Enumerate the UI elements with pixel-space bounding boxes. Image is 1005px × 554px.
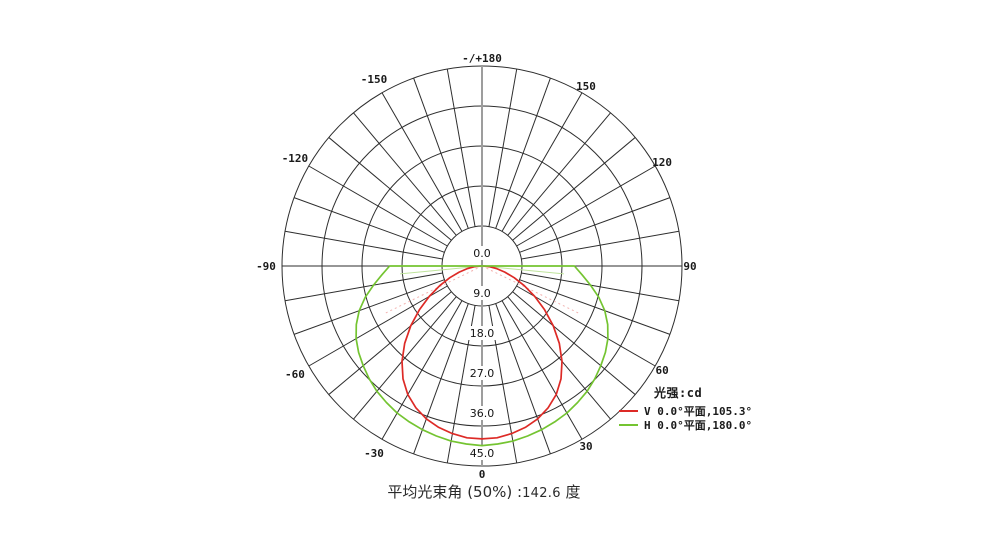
h-half-intensity-marker: [481, 265, 564, 275]
radial-tick-label: 45.0: [470, 447, 495, 460]
grid-spoke: [507, 112, 611, 236]
grid-spoke: [516, 165, 656, 247]
angle-tick-label: -/+180: [462, 52, 502, 65]
radial-label-bg: [466, 366, 498, 380]
legend-label-h: H 0.0°平面,180.0°: [644, 419, 753, 432]
grid-spoke: [284, 230, 443, 260]
v-half-intensity-marker: [481, 265, 581, 315]
grid-spoke: [488, 68, 518, 227]
angle-tick-label: 30: [579, 440, 592, 453]
caption-prefix: 平均光束角 (50%) :: [387, 483, 523, 501]
grid-spoke: [413, 303, 469, 455]
grid-spoke: [284, 272, 443, 302]
grid-spoke: [446, 68, 476, 227]
grid-spoke: [293, 279, 445, 335]
v-half-intensity-marker: [383, 265, 483, 315]
angle-tick-label: -90: [256, 260, 276, 273]
radial-tick-label: 9.0: [473, 287, 491, 300]
grid-spoke: [381, 92, 463, 232]
grid-spoke: [381, 300, 463, 440]
angle-tick-label: -150: [361, 73, 388, 86]
legend-label-v: V 0.0°平面,105.3°: [644, 405, 753, 418]
radial-tick-label: 27.0: [470, 367, 495, 380]
grid-spoke: [507, 296, 611, 420]
grid-spoke: [521, 230, 680, 260]
grid-spoke: [516, 285, 656, 367]
grid-spoke: [308, 165, 448, 247]
grid-spoke: [512, 291, 636, 395]
grid-spoke: [501, 300, 583, 440]
angle-tick-label: 60: [656, 364, 669, 377]
radial-label-bg: [469, 286, 495, 300]
legend-row-v: V 0.0°平面,105.3°: [619, 404, 779, 418]
grid-spoke: [519, 279, 671, 335]
caption-value: 142.6: [522, 486, 561, 501]
legend: 光强:cd V 0.0°平面,105.3° H 0.0°平面,180.0°: [619, 384, 779, 432]
grid-spoke: [495, 77, 551, 229]
v-plane-swatch-icon: [619, 410, 638, 412]
angle-tick-label: -30: [364, 447, 384, 460]
h-plane-swatch-icon: [619, 424, 638, 426]
grid-spoke: [353, 296, 457, 420]
caption-unit: 度: [560, 483, 581, 501]
legend-title: 光强:cd: [654, 386, 703, 400]
grid-spoke: [501, 92, 583, 232]
grid-spoke: [308, 285, 448, 367]
angle-labels: -/+180 150 120 90 60 30 0 -30 -60 -90 -120 -150: [256, 52, 697, 481]
grid-spoke: [512, 137, 636, 241]
grid-spoke: [328, 291, 452, 395]
v-plane-curve: [401, 265, 563, 440]
angle-tick-label: 0: [479, 468, 486, 481]
grid-spoke: [521, 272, 680, 302]
angle-tick-label: -120: [282, 152, 309, 165]
grid-spoke: [519, 197, 671, 253]
radial-label-bg: [466, 446, 498, 460]
angle-tick-label: 150: [576, 80, 596, 93]
beam-angle-markers: [383, 265, 581, 315]
radial-scale-labels: 0.0 9.0 18.0 27.0 36.0 45.0: [466, 246, 498, 460]
h-plane-curve: [355, 265, 609, 447]
radial-label-bg: [466, 406, 498, 420]
angle-tick-label: 120: [652, 156, 672, 169]
angle-tick-label: -60: [285, 368, 305, 381]
radial-tick-label: 36.0: [470, 407, 495, 420]
angle-tick-label: 90: [683, 260, 696, 273]
beam-angle-caption: 平均光束角 (50%) :142.6 度: [387, 481, 580, 502]
grid-spoke: [353, 112, 457, 236]
grid-spoke: [328, 137, 452, 241]
radial-label-bg: [469, 246, 495, 260]
h-half-intensity-marker: [400, 265, 483, 275]
radial-tick-label: 0.0: [473, 247, 491, 260]
grid-spoke: [495, 303, 551, 455]
grid-spoke: [293, 197, 445, 253]
legend-row-h: H 0.0°平面,180.0°: [619, 418, 779, 432]
grid-spoke: [413, 77, 469, 229]
radial-label-bg: [466, 326, 498, 340]
radial-tick-label: 18.0: [470, 327, 495, 340]
